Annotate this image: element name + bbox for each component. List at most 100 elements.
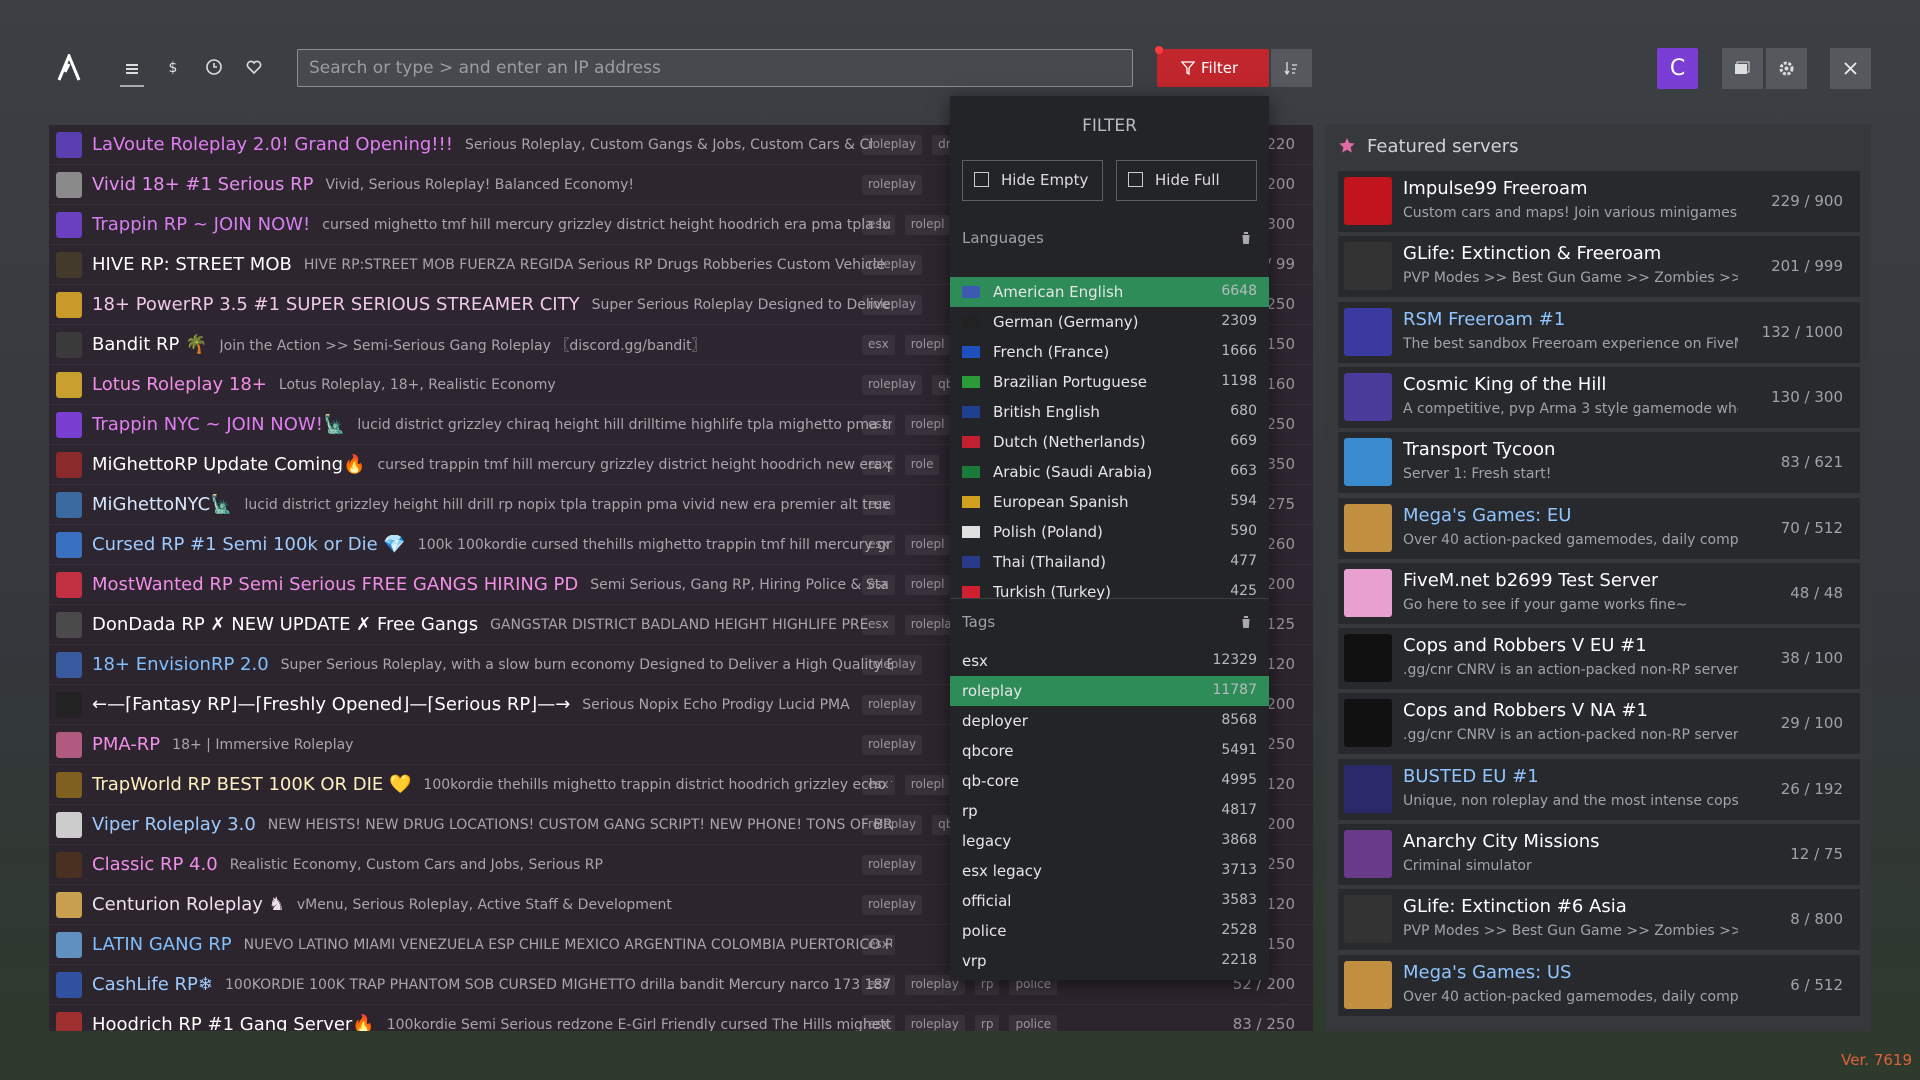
server-tag: police	[1009, 975, 1058, 995]
featured-card[interactable]: Impulse99 Freeroam Custom cars and maps! …	[1338, 171, 1860, 232]
tag-option[interactable]: police 2528	[950, 916, 1269, 946]
tag-option[interactable]: rp 4817	[950, 796, 1269, 826]
close-button[interactable]	[1830, 48, 1871, 89]
server-description: 18+ | Immersive Roleplay	[172, 736, 354, 753]
server-row[interactable]: LATIN GANG RP NUEVO LATINO MIAMI VENEZUEL…	[49, 925, 1313, 965]
user-avatar[interactable]: C	[1657, 48, 1698, 89]
server-icon	[56, 292, 82, 318]
tag-option[interactable]: legacy 3868	[950, 826, 1269, 856]
language-option[interactable]: European Spanish 594	[950, 487, 1269, 517]
language-option[interactable]: Arabic (Saudi Arabia) 663	[950, 457, 1269, 487]
server-row[interactable]: 18+ EnvisionRP 2.0 Super Serious Roleplay…	[49, 645, 1313, 685]
tag-option[interactable]: official 3583	[950, 886, 1269, 916]
tag-option[interactable]: esx 12329	[950, 646, 1269, 676]
tag-option[interactable]: deployer 8568	[950, 706, 1269, 736]
server-row[interactable]: Vivid 18+ #1 Serious RP Vivid, Serious Ro…	[49, 165, 1313, 205]
featured-card[interactable]: Mega's Games: EU Over 40 action-packed ga…	[1338, 497, 1860, 559]
nav-list[interactable]	[120, 58, 144, 88]
server-text: Vivid 18+ #1 Serious RP Vivid, Serious Ro…	[92, 165, 892, 204]
server-row[interactable]: DonDada RP ✗ NEW UPDATE ✗ Free Gangs GANG…	[49, 605, 1313, 645]
clear-tags[interactable]	[1240, 615, 1252, 629]
server-tag: roleplay	[862, 375, 923, 395]
server-tag: rolepl	[904, 415, 951, 435]
tag-option[interactable]: vrp 2218	[950, 946, 1269, 976]
server-row[interactable]: Viper Roleplay 3.0 NEW HEISTS! NEW DRUG L…	[49, 805, 1313, 845]
settings-button[interactable]	[1766, 48, 1807, 89]
server-tag: rolepl	[904, 215, 951, 235]
server-tag: roleplay	[862, 815, 923, 835]
server-tags: roleplay	[862, 655, 923, 675]
featured-card[interactable]: GLife: Extinction #6 Asia PVP Modes >> Be…	[1338, 889, 1860, 951]
featured-card[interactable]: Cops and Robbers V NA #1 .gg/cnr CNRV is …	[1338, 693, 1860, 755]
language-option[interactable]: Thai (Thailand) 477	[950, 547, 1269, 577]
featured-card[interactable]: Transport Tycoon Server 1: Fresh start! 83…	[1338, 432, 1860, 494]
server-row[interactable]: ←—⌈Fantasy RP⌋—⌈Freshly Opened⌋—⌈Serious…	[49, 685, 1313, 725]
language-option[interactable]: Brazilian Portuguese 1198	[950, 367, 1269, 397]
server-row[interactable]: Trappin NYC ~ JOIN NOW!🗽 lucid district g…	[49, 405, 1313, 445]
server-row[interactable]: Hoodrich RP #1 Gang Server🔥 100kordie Sem…	[49, 1005, 1313, 1031]
server-description: Serious Nopix Echo Prodigy Lucid PMA	[582, 696, 850, 713]
featured-card[interactable]: GLife: Extinction & Freeroam PVP Modes >>…	[1338, 236, 1860, 298]
server-description: NUEVO LATINO MIAMI VENEZUELA ESP CHILE M…	[243, 936, 892, 953]
language-option[interactable]: French (France) 1666	[950, 337, 1269, 367]
featured-card[interactable]: BUSTED EU #1 Unique, non roleplay and the…	[1338, 758, 1860, 820]
server-row[interactable]: Classic RP 4.0 Realistic Economy, Custom …	[49, 845, 1313, 885]
featured-card[interactable]: RSM Freeroam #1 The best sandbox Freeroam…	[1338, 301, 1860, 363]
language-option[interactable]: American English 6648	[950, 277, 1269, 307]
console-button[interactable]	[1722, 48, 1763, 89]
featured-card[interactable]: Cops and Robbers V EU #1 .gg/cnr CNRV is …	[1338, 628, 1860, 690]
hide-empty-toggle[interactable]: Hide Empty	[962, 160, 1103, 201]
server-icon	[56, 692, 82, 718]
featured-players: 201 / 999	[1771, 257, 1843, 276]
language-name: Arabic (Saudi Arabia)	[993, 463, 1153, 481]
server-tag: rp	[974, 975, 1000, 995]
search-input[interactable]: Search or type > and enter an IP address	[297, 49, 1133, 87]
server-icon	[56, 1012, 82, 1031]
tag-option[interactable]: qb-core 4995	[950, 766, 1269, 796]
server-row[interactable]: Cursed RP #1 Semi 100k or Die 💎 100k 100k…	[49, 525, 1313, 565]
server-row[interactable]: PMA-RP 18+ | Immersive Roleplay roleplay 25…	[49, 725, 1313, 765]
featured-name: Anarchy City Missions	[1403, 831, 1600, 852]
featured-players: 12 / 75	[1790, 845, 1843, 863]
tag-option[interactable]: roleplay 11787	[950, 676, 1269, 706]
nav-premium[interactable]: $	[165, 58, 181, 78]
server-row[interactable]: Trappin RP ~ JOIN NOW! cursed mighetto tm…	[49, 205, 1313, 245]
sort-button[interactable]	[1271, 49, 1312, 87]
language-count: 2309	[1221, 313, 1257, 329]
featured-card[interactable]: Mega's Games: US Over 40 action-packed ga…	[1338, 954, 1860, 1016]
server-row[interactable]: Lotus Roleplay 18+ Lotus Roleplay, 18+, R…	[49, 365, 1313, 405]
nav-favorites[interactable]	[245, 58, 263, 76]
featured-card[interactable]: Anarchy City Missions Criminal simulator 1…	[1338, 824, 1860, 885]
featured-icon	[1339, 138, 1355, 153]
language-option[interactable]: Turkish (Turkey) 425	[950, 577, 1269, 607]
tag-option[interactable]: qbcore 5491	[950, 736, 1269, 766]
featured-card[interactable]: Cosmic King of the Hill A competitive, pv…	[1338, 366, 1860, 428]
featured-card[interactable]: FiveM.net b2699 Test Server Go here to se…	[1338, 562, 1860, 624]
server-row[interactable]: 18+ PowerRP 3.5 #1 SUPER SERIOUS STREAME…	[49, 285, 1313, 325]
nav-history[interactable]	[205, 58, 223, 76]
server-row[interactable]: Bandit RP 🌴 Join the Action >> Semi-Serio…	[49, 325, 1313, 365]
server-tags: roleplay	[862, 295, 923, 315]
server-row[interactable]: CashLife RP❄ 100KORDIE 100K TRAP PHANTOM …	[49, 965, 1313, 1005]
filter-button[interactable]: Filter	[1157, 49, 1269, 87]
language-option[interactable]: Polish (Poland) 590	[950, 517, 1269, 547]
server-row[interactable]: Centurion Roleplay ♞ vMenu, Serious Rolep…	[49, 885, 1313, 925]
server-tags: esx rolepl	[862, 415, 951, 435]
language-option[interactable]: British English 680	[950, 397, 1269, 427]
server-row[interactable]: TrapWorld RP BEST 100K OR DIE 💛 100kordie…	[49, 765, 1313, 805]
logo[interactable]	[56, 54, 82, 82]
hide-full-toggle[interactable]: Hide Full	[1116, 160, 1257, 201]
tag-option[interactable]: esx legacy 3713	[950, 856, 1269, 886]
featured-name: Impulse99 Freeroam	[1403, 178, 1588, 199]
server-row[interactable]: MiGhettoRP Update Coming🔥 cursed trappin …	[49, 445, 1313, 485]
server-row[interactable]: MiGhettoNYC🗽 lucid district grizzley heig…	[49, 485, 1313, 525]
server-tag: esx	[862, 975, 895, 995]
flag	[962, 376, 980, 388]
server-row[interactable]: HIVE RP: STREET MOB HIVE RP:STREET MOB FU…	[49, 245, 1313, 285]
server-row[interactable]: MostWanted RP Semi Serious FREE GANGS HI…	[49, 565, 1313, 605]
language-option[interactable]: German (Germany) 2309	[950, 307, 1269, 337]
clear-languages[interactable]	[1240, 231, 1252, 245]
language-option[interactable]: Dutch (Netherlands) 669	[950, 427, 1269, 457]
server-text: Bandit RP 🌴 Join the Action >> Semi-Serio…	[92, 325, 892, 364]
server-tag: roleplay	[862, 735, 923, 755]
